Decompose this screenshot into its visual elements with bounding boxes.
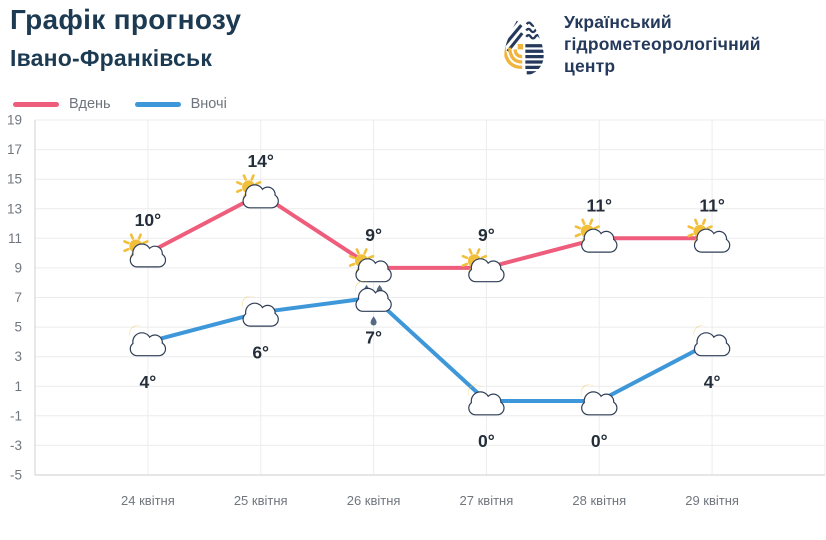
org-name: Український гідрометеорологічний центр	[564, 11, 761, 77]
water-drop-icon	[504, 19, 544, 75]
day-point	[574, 218, 618, 253]
legend-label-day: Вдень	[69, 96, 111, 112]
night-point	[242, 295, 279, 327]
temp-label: 0°	[591, 431, 608, 451]
header: Графік прогнозу Івано-Франківськ	[10, 4, 241, 72]
night-line-swatch	[134, 101, 181, 107]
temp-label: 9°	[478, 225, 495, 245]
cloud-icon	[242, 184, 279, 209]
y-axis-labels: 19 17 15 13 11 9 7 5 3 1 -1 -3 -5	[7, 113, 22, 483]
y-axis-label: 3	[14, 349, 22, 364]
legend-item-night: Вночі	[134, 96, 227, 112]
x-axis-label: 27 квітня	[460, 493, 514, 508]
x-axis-label: 29 квітня	[685, 493, 739, 508]
day-point	[348, 248, 392, 294]
cloud-icon	[468, 391, 505, 416]
y-axis-label: -3	[10, 438, 22, 453]
x-axis-label: 28 квітня	[572, 493, 626, 508]
day-point	[461, 248, 505, 283]
temp-label: 4°	[140, 372, 157, 392]
cloud-icon	[355, 287, 392, 312]
page-subtitle: Івано-Франківськ	[10, 45, 213, 71]
cloud-icon	[468, 258, 505, 283]
y-axis-label: 1	[14, 379, 22, 394]
cloud-icon	[129, 243, 167, 268]
day-point	[236, 174, 279, 209]
x-axis-label: 25 квітня	[234, 493, 288, 508]
night-point	[580, 384, 618, 416]
page-title: Графік прогнозу	[10, 4, 242, 35]
x-axis-label: 24 квітня	[121, 493, 175, 508]
day-line	[145, 192, 715, 270]
temp-label: 11°	[699, 195, 725, 215]
y-axis-label: -5	[10, 468, 22, 483]
y-axis-label: 11	[8, 231, 22, 246]
temp-label: 7°	[365, 328, 382, 348]
y-axis-label: -1	[10, 408, 22, 423]
night-point	[355, 281, 392, 326]
org-name-line2: гідрометеорологічний	[564, 33, 761, 54]
temp-label: 10°	[135, 210, 161, 230]
temp-label: 11°	[587, 195, 613, 215]
org-name-line3: центр	[564, 56, 616, 77]
cloud-icon	[242, 302, 279, 327]
cloud-icon	[693, 332, 731, 357]
cloud-icon	[693, 228, 731, 253]
night-point	[129, 325, 167, 357]
cloud-icon	[129, 332, 167, 357]
night-line	[145, 295, 715, 403]
temp-label: 6°	[252, 342, 269, 362]
cloud-icon	[581, 391, 618, 416]
y-axis-label: 19	[7, 113, 22, 128]
raindrop-icon	[370, 316, 377, 326]
night-point	[693, 325, 731, 357]
y-axis-label: 7	[14, 290, 22, 305]
gridlines	[35, 119, 826, 476]
night-point	[467, 384, 505, 416]
day-point	[123, 233, 167, 268]
y-axis-label: 5	[14, 320, 22, 335]
cloud-icon	[581, 228, 618, 253]
org-name-line1: Український	[564, 11, 672, 32]
temp-label: 4°	[704, 372, 721, 392]
y-axis-label: 17	[7, 142, 22, 157]
temp-label: 0°	[478, 431, 495, 451]
x-axis-label: 26 квітня	[347, 493, 401, 508]
axes	[34, 120, 825, 476]
y-axis-label: 13	[7, 201, 22, 216]
y-axis-label: 15	[7, 172, 22, 187]
cloud-icon	[355, 258, 392, 283]
legend-item-day: Вдень	[13, 96, 111, 112]
temp-label: 14°	[247, 151, 273, 171]
legend: Вдень Вночі	[13, 96, 227, 112]
y-axis-label: 9	[14, 260, 22, 275]
x-axis-labels: 24 квітня 25 квітня 26 квітня 27 квітня 28 к…	[121, 493, 739, 508]
org-logo: Український гідрометеорологічний центр	[497, 5, 761, 83]
temp-label: 9°	[365, 225, 382, 245]
day-line-swatch	[13, 101, 59, 107]
day-point	[687, 218, 731, 253]
legend-label-night: Вночі	[190, 96, 227, 112]
